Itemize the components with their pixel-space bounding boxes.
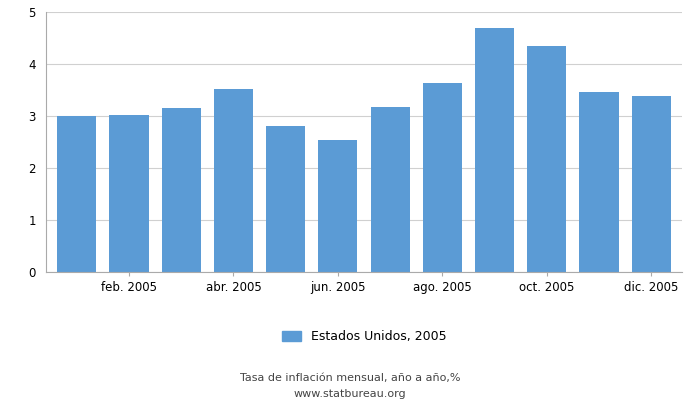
Bar xyxy=(162,108,201,272)
Bar xyxy=(57,116,97,272)
Bar xyxy=(214,89,253,272)
Bar xyxy=(631,96,671,272)
Bar xyxy=(109,116,148,272)
Bar xyxy=(266,126,305,272)
Text: Tasa de inflación mensual, año a año,%: Tasa de inflación mensual, año a año,% xyxy=(239,373,461,383)
Bar xyxy=(580,92,619,272)
Bar xyxy=(475,28,514,272)
Bar xyxy=(318,140,358,272)
Legend: Estados Unidos, 2005: Estados Unidos, 2005 xyxy=(276,325,452,348)
Bar xyxy=(370,107,410,272)
Bar xyxy=(423,83,462,272)
Text: www.statbureau.org: www.statbureau.org xyxy=(294,389,406,399)
Bar xyxy=(527,46,566,272)
